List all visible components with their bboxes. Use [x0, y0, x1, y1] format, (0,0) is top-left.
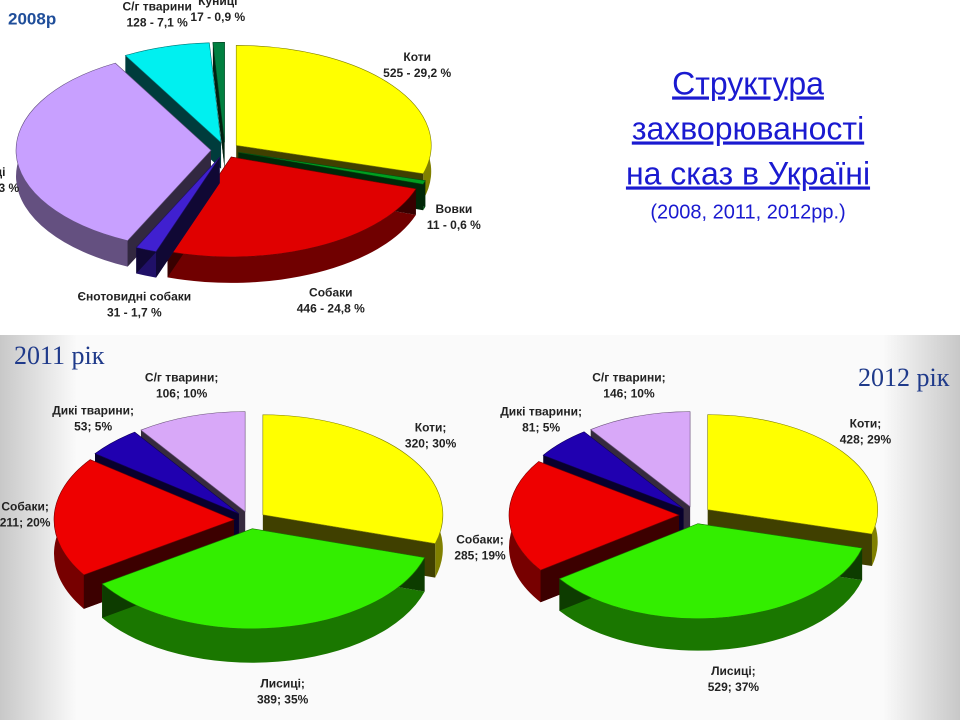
slice: [53, 459, 235, 576]
pie: [53, 411, 444, 663]
value-label: 146; 10%: [603, 387, 655, 401]
chart-title: 2008р: [8, 9, 56, 28]
slice: [212, 42, 225, 143]
value-label: 618 - 34,3 %: [0, 181, 20, 195]
category-label: Лисиці;: [711, 664, 756, 678]
slide-title[interactable]: Структура захворюваності на сказ в Украї…: [626, 65, 870, 191]
data-label: Куниці 17 - 0,9 %: [190, 0, 245, 24]
category-label: С/г тварини;: [592, 371, 665, 385]
value-label: 211; 20%: [0, 516, 51, 530]
data-label: Собаки 446 - 24,8 %: [297, 286, 365, 316]
category-label: Коти;: [850, 417, 882, 431]
slice-side-edge: [262, 414, 436, 578]
category-label: Куниці: [198, 0, 237, 8]
value-label: 53; 5%: [74, 420, 112, 434]
data-label: Коти 525 - 29,2 %: [383, 50, 451, 80]
value-label: 525 - 29,2 %: [383, 66, 451, 80]
data-label: С/г тварини; 146; 10%: [592, 371, 665, 401]
slice: [235, 45, 432, 174]
category-label: Лисиці;: [260, 677, 305, 691]
slice: [707, 414, 878, 535]
value-label: 128 - 7,1 %: [126, 16, 188, 30]
slice: [135, 156, 220, 252]
category-label: Лисиці: [0, 165, 5, 179]
slice: [140, 411, 246, 513]
data-label: Єнотовидні собаки 31 - 1,7 %: [78, 290, 192, 320]
value-label: 81; 5%: [522, 421, 560, 435]
slice: [238, 152, 426, 185]
category-label: Собаки: [309, 286, 352, 300]
value-label: 11 - 0,6 %: [427, 218, 481, 232]
data-label: Лисиці 618 - 34,3 %: [0, 165, 20, 195]
category-label: Коти: [403, 50, 431, 64]
data-label: Собаки; 285; 19%: [454, 532, 506, 562]
value-label: 428; 29%: [840, 433, 892, 447]
category-label: Коти;: [415, 421, 447, 435]
value-label: 31 - 1,7 %: [107, 306, 162, 320]
slice-side-edge: [212, 42, 225, 169]
title-line[interactable]: на сказ в Україні: [626, 155, 870, 191]
chart-title: 2011 рік: [14, 341, 105, 370]
value-label: 320; 30%: [405, 437, 457, 451]
value-label: 446 - 24,8 %: [297, 302, 365, 316]
category-label: Дикі тварини;: [500, 405, 582, 419]
slice: [101, 528, 426, 630]
slice: [590, 411, 691, 508]
slice: [94, 431, 240, 514]
category-label: Собаки;: [456, 532, 503, 546]
slice-side: [136, 157, 220, 278]
value-label: 285; 19%: [454, 548, 506, 562]
pie: [15, 42, 432, 283]
data-label: Вовки 11 - 0,6 %: [427, 202, 481, 232]
data-label: Дикі тварини; 53; 5%: [52, 404, 134, 434]
slice: [542, 431, 684, 510]
data-label: Коти; 428; 29%: [840, 417, 892, 447]
slice: [508, 461, 680, 571]
category-label: С/г тварини: [122, 0, 191, 14]
category-label: Вовки: [435, 202, 472, 216]
slice: [558, 523, 863, 619]
slice-side-edge: [125, 42, 222, 169]
category-label: Собаки;: [1, 500, 48, 514]
data-label: С/г тварини 128 - 7,1 %: [122, 0, 191, 30]
slice: [167, 156, 417, 258]
slice: [262, 414, 444, 544]
data-label: Коти; 320; 30%: [405, 421, 457, 451]
category-label: С/г тварини;: [145, 371, 218, 385]
pie: [508, 411, 878, 651]
subtitle: (2008, 2011, 2012рр.): [650, 201, 845, 223]
slice: [15, 62, 212, 241]
category-label: Дикі тварини;: [52, 404, 134, 418]
title-line[interactable]: Структура: [672, 65, 824, 101]
value-label: 389; 35%: [257, 693, 309, 707]
slice: [124, 42, 222, 144]
data-label: С/г тварини; 106; 10%: [145, 371, 218, 401]
title-line[interactable]: захворюваності: [632, 110, 864, 146]
value-label: 17 - 0,9 %: [190, 10, 245, 24]
chart-title: 2012 рік: [858, 363, 950, 392]
data-label: Лисиці; 529; 37%: [708, 664, 760, 694]
category-label: Єнотовидні собаки: [78, 290, 192, 304]
value-label: 106; 10%: [156, 387, 208, 401]
data-label: Дикі тварини; 81; 5%: [500, 405, 582, 435]
value-label: 529; 37%: [708, 680, 760, 694]
data-label: Лисиці; 389; 35%: [257, 677, 309, 707]
data-label: Собаки; 211; 20%: [0, 500, 51, 530]
